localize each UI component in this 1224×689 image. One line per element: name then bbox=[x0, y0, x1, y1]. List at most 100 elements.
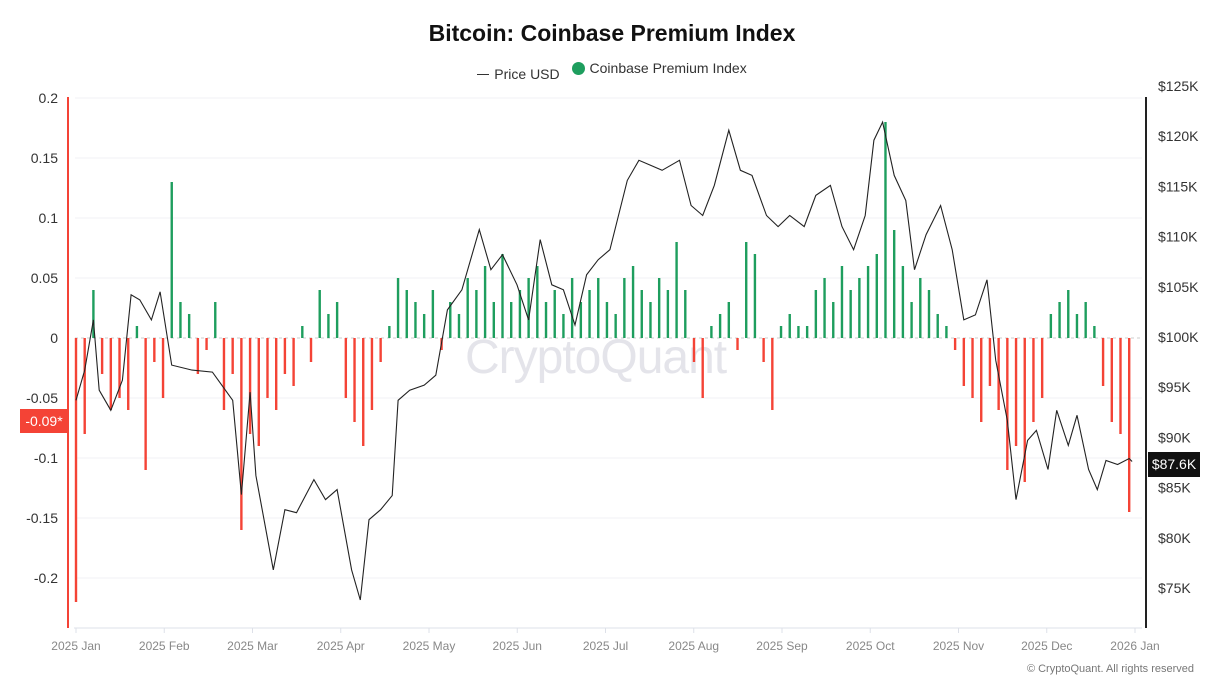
dot-swatch-icon bbox=[571, 61, 585, 75]
premium-bar bbox=[1040, 338, 1044, 398]
y-right-tick-label: $100K bbox=[1158, 329, 1199, 345]
premium-bar bbox=[927, 290, 931, 338]
premium-bar bbox=[283, 338, 287, 374]
premium-bar bbox=[266, 338, 269, 398]
premium-bar bbox=[814, 290, 818, 338]
premium-bar bbox=[318, 290, 321, 338]
premium-bar bbox=[692, 338, 696, 362]
premium-bar bbox=[962, 338, 966, 386]
premium-bar bbox=[710, 326, 713, 338]
current-price-marker: $87.6K bbox=[1148, 452, 1200, 477]
premium-bar bbox=[231, 338, 234, 374]
x-tick-label: 2025 Mar bbox=[227, 639, 278, 653]
premium-bar bbox=[414, 302, 417, 338]
y-left-tick-label: 0.15 bbox=[31, 150, 58, 166]
premium-bar bbox=[518, 290, 522, 338]
premium-bar bbox=[640, 290, 643, 338]
y-right-tick-label: $110K bbox=[1158, 229, 1198, 245]
premium-bar bbox=[1110, 338, 1113, 422]
premium-bar bbox=[805, 326, 809, 338]
premium-bar bbox=[1075, 314, 1079, 338]
premium-bar bbox=[649, 302, 652, 338]
premium-bar bbox=[553, 290, 556, 338]
premium-bar bbox=[274, 338, 278, 410]
premium-bar bbox=[858, 278, 861, 338]
x-tick-label: 2025 Dec bbox=[1021, 639, 1072, 653]
premium-bar bbox=[614, 314, 617, 338]
premium-bar bbox=[335, 302, 339, 338]
premium-bar bbox=[388, 326, 391, 338]
premium-bar bbox=[1093, 326, 1096, 338]
y-left-tick-label: 0.05 bbox=[31, 270, 58, 286]
premium-bar bbox=[666, 290, 670, 338]
premium-bar bbox=[1006, 338, 1009, 470]
premium-bar bbox=[875, 254, 878, 338]
premium-bar bbox=[631, 266, 635, 338]
premium-bar bbox=[562, 314, 565, 338]
premium-bar bbox=[1014, 338, 1018, 446]
legend-item-price[interactable]: Price USD bbox=[477, 66, 560, 82]
premium-bar bbox=[501, 254, 504, 338]
premium-bar bbox=[597, 278, 600, 338]
premium-bar bbox=[623, 278, 626, 338]
x-tick-label: 2026 Jan bbox=[1110, 639, 1159, 653]
legend-item-premium[interactable]: Coinbase Premium Index bbox=[571, 60, 747, 76]
premium-bar bbox=[762, 338, 765, 362]
y-left-tick-label: 0.1 bbox=[39, 210, 59, 226]
premium-bar bbox=[92, 290, 95, 338]
premium-bar bbox=[457, 314, 461, 338]
premium-bar bbox=[161, 338, 165, 398]
premium-bar bbox=[483, 266, 487, 338]
premium-bar bbox=[449, 302, 452, 338]
premium-bar bbox=[736, 338, 739, 350]
premium-bar bbox=[919, 278, 922, 338]
premium-bar bbox=[727, 302, 731, 338]
premium-bar bbox=[849, 290, 852, 338]
premium-bar bbox=[753, 254, 757, 338]
premium-bar bbox=[684, 290, 687, 338]
premium-bar bbox=[901, 266, 905, 338]
y-right-tick-label: $120K bbox=[1158, 128, 1199, 144]
premium-bar bbox=[144, 338, 147, 470]
premium-bar bbox=[292, 338, 295, 386]
premium-bar bbox=[788, 314, 791, 338]
premium-bar bbox=[945, 326, 948, 338]
premium-bar bbox=[179, 302, 182, 338]
y-left-tick-label: -0.1 bbox=[34, 450, 58, 466]
premium-bar bbox=[475, 290, 478, 338]
premium-bar bbox=[1084, 302, 1087, 338]
legend: Price USD Coinbase Premium Index bbox=[0, 60, 1224, 82]
premium-bar bbox=[170, 182, 173, 338]
premium-bar bbox=[745, 242, 748, 338]
premium-bar bbox=[536, 266, 539, 338]
premium-bar bbox=[866, 266, 870, 338]
premium-bar bbox=[936, 314, 939, 338]
y-left-tick-label: -0.15 bbox=[26, 510, 58, 526]
line-swatch-icon bbox=[477, 73, 490, 75]
premium-bar bbox=[466, 278, 469, 338]
premium-bar bbox=[257, 338, 260, 446]
x-tick-label: 2025 Feb bbox=[139, 639, 190, 653]
premium-bar bbox=[135, 326, 139, 338]
premium-bar bbox=[153, 338, 156, 362]
y-right-tick-label: $125K bbox=[1158, 78, 1199, 94]
y-right-tick-label: $80K bbox=[1158, 530, 1191, 546]
y-right-tick-label: $75K bbox=[1158, 580, 1191, 596]
premium-bar bbox=[379, 338, 382, 362]
premium-bar bbox=[492, 302, 495, 338]
premium-bar bbox=[309, 338, 313, 362]
premium-bar bbox=[205, 338, 208, 350]
x-tick-label: 2025 Oct bbox=[846, 639, 895, 653]
premium-bar bbox=[701, 338, 704, 398]
premium-bar bbox=[953, 338, 957, 350]
premium-bar bbox=[797, 326, 800, 338]
premium-bar bbox=[988, 338, 992, 386]
y-right-tick-label: $115K bbox=[1158, 178, 1198, 194]
x-tick-label: 2025 Sep bbox=[756, 639, 808, 653]
y-left-tick-label: -0.2 bbox=[34, 570, 58, 586]
y-right-tick-label: $95K bbox=[1158, 379, 1191, 395]
premium-bar bbox=[240, 338, 243, 530]
premium-bar bbox=[370, 338, 374, 410]
premium-bar bbox=[214, 302, 217, 338]
